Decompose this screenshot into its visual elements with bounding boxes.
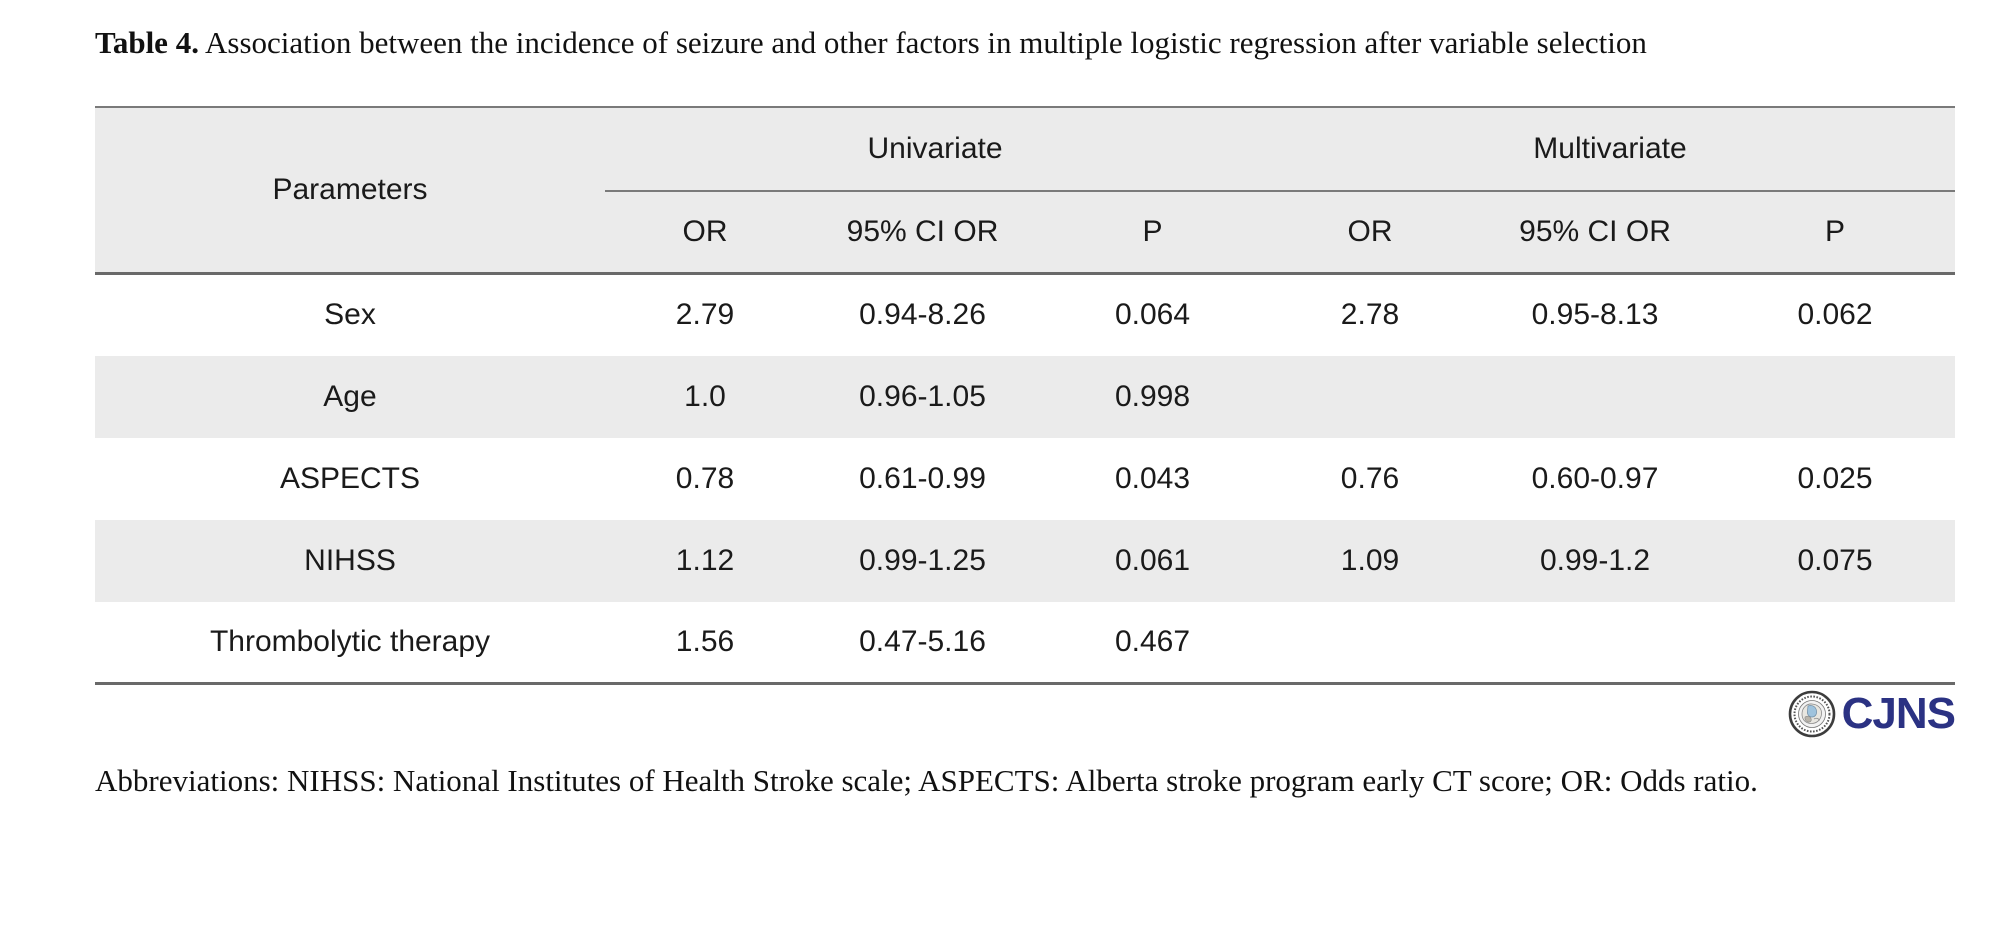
cell-uni-or: 0.78: [675, 461, 735, 495]
cell-parameter: NIHSS: [304, 543, 396, 577]
cell-multi-or: [1265, 601, 1475, 685]
cell-multi-p: [1715, 601, 1955, 685]
table-number: Table 4.: [95, 25, 199, 60]
cell-multi-p: [1715, 356, 1955, 438]
regression-results-table: Parameters Univariate Multivariate OR 95…: [95, 106, 1955, 685]
cell-uni-or: 1.56: [605, 601, 805, 685]
cell-multi-ci: 0.60-0.97: [1531, 461, 1659, 495]
table-row-aspects: ASPECTS 0.78 0.61-0.99 0.043 0.76 0.60-0…: [95, 437, 1955, 520]
cell-uni-ci: 0.99-1.25: [859, 543, 986, 577]
cell-uni-ci: 0.47-5.16: [805, 601, 1040, 685]
cjns-seal-icon: [1788, 690, 1835, 738]
cjns-logo-text: CJNS: [1841, 689, 1956, 738]
cell-uni-p: 0.061: [1114, 543, 1191, 577]
column-header-multi-p: P: [1715, 191, 1955, 275]
table-caption-text: Association between the incidence of sei…: [198, 25, 1647, 60]
cell-uni-ci: 0.61-0.99: [859, 461, 986, 495]
cell-parameter: Age: [323, 379, 377, 413]
table-header: Parameters Univariate Multivariate OR 95…: [95, 107, 1955, 275]
cell-multi-or: [1265, 356, 1475, 438]
cell-parameter: ASPECTS: [279, 461, 421, 495]
cell-multi-p: 0.062: [1797, 298, 1873, 332]
abbreviations-footnote: Abbreviations: NIHSS: National Institute…: [95, 763, 1758, 798]
cell-uni-p: 0.043: [1114, 461, 1191, 495]
table-caption: Table 4. Association between the inciden…: [95, 24, 1957, 63]
table-row-nihss: NIHSS 1.12 0.99-1.25 0.061 1.09 0.99-1.2…: [95, 519, 1955, 602]
cell-uni-p: 0.064: [1114, 298, 1191, 332]
subheader-row: OR 95% CI OR P OR 95% CI OR P: [95, 191, 1955, 275]
cell-multi-ci: [1475, 356, 1715, 438]
cell-multi-ci: 0.99-1.2: [1539, 543, 1651, 577]
cell-uni-ci: 0.94-8.26: [859, 298, 986, 332]
cell-multi-ci: [1475, 601, 1715, 685]
column-header-uni-ci: 95% CI OR: [805, 191, 1040, 275]
cell-multi-or: 2.78: [1340, 298, 1400, 332]
column-header-multi-ci: 95% CI OR: [1475, 191, 1715, 275]
cell-multi-p: 0.025: [1797, 461, 1873, 495]
column-header-multi-or: OR: [1265, 191, 1475, 275]
group-header-multivariate: Multivariate: [1265, 107, 1955, 192]
column-header-uni-p: P: [1040, 191, 1265, 275]
group-header-univariate: Univariate: [605, 107, 1265, 192]
cell-multi-p: 0.075: [1797, 543, 1873, 577]
cell-uni-or: 1.0: [684, 379, 726, 413]
cell-multi-or: 1.09: [1340, 543, 1400, 577]
journal-logo: CJNS: [95, 686, 1956, 742]
cell-multi-or: 0.76: [1340, 461, 1400, 495]
cell-uni-or: 2.79: [675, 298, 735, 332]
cell-uni-p: 0.467: [1040, 601, 1265, 685]
cell-parameter: Thrombolytic therapy: [95, 601, 605, 685]
group-header-row: Parameters Univariate Multivariate: [95, 107, 1955, 275]
column-header-uni-or: OR: [605, 191, 805, 275]
cell-uni-or: 1.12: [675, 543, 735, 577]
table-row-sex: Sex 2.79 0.94-8.26 0.064 2.78 0.95-8.13 …: [95, 273, 1955, 356]
table-body: Sex 2.79 0.94-8.26 0.064 2.78 0.95-8.13 …: [95, 273, 1955, 685]
table-row-age: Age 1.0 0.96-1.05 0.998: [95, 355, 1955, 438]
cell-uni-p: 0.998: [1114, 379, 1191, 413]
cell-multi-ci: 0.95-8.13: [1531, 298, 1659, 332]
column-header-parameters: Parameters: [95, 107, 605, 275]
table-row-thrombolytic-therapy: Thrombolytic therapy 1.56 0.47-5.16 0.46…: [95, 601, 1955, 685]
cell-parameter: Sex: [324, 298, 376, 332]
cell-uni-ci: 0.96-1.05: [859, 379, 986, 413]
